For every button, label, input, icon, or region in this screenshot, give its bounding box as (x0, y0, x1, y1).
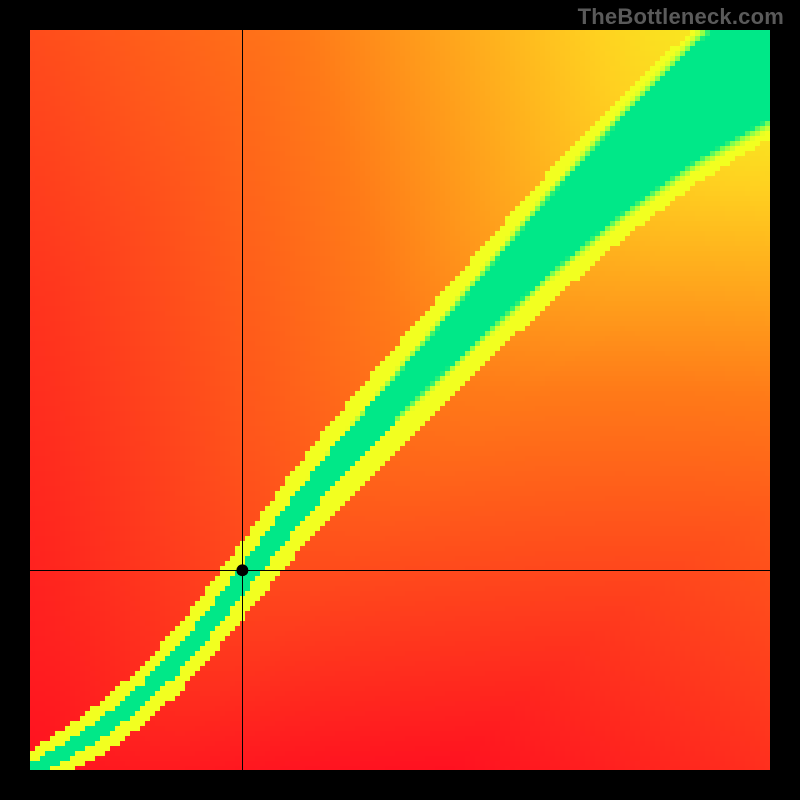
bottleneck-heatmap (30, 30, 770, 770)
attribution-label: TheBottleneck.com (578, 4, 784, 30)
plot-area (30, 30, 770, 770)
chart-frame: TheBottleneck.com (0, 0, 800, 800)
